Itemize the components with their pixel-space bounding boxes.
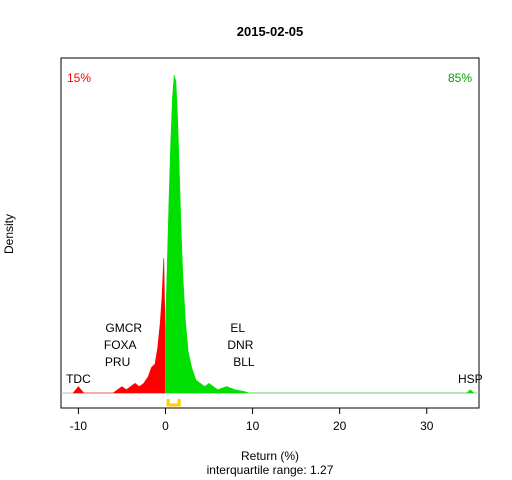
ticker-annotation: FOXA xyxy=(104,338,137,352)
ticker-annotation: PRU xyxy=(105,355,130,369)
x-tick-label: 10 xyxy=(246,419,260,433)
x-tick-label: 20 xyxy=(333,419,347,433)
x-axis-label: Return (%) xyxy=(241,449,299,463)
iqr-subtitle: interquartile range: 1.27 xyxy=(207,463,334,477)
ticker-annotation: TDC xyxy=(66,372,91,386)
x-tick-label: 30 xyxy=(420,419,434,433)
ticker-annotation: GMCR xyxy=(105,321,142,335)
plot-area: -10 0 10 20 30 TDC PRU FOXA GMCR BLL DNR EL HSP xyxy=(60,57,483,433)
ticker-annotation: BLL xyxy=(233,355,255,369)
negative-percentage: 15% xyxy=(67,71,91,85)
y-axis-label: Density xyxy=(2,214,16,254)
ticker-annotation: DNR xyxy=(227,338,253,352)
plot-frame xyxy=(60,57,480,409)
iqr-bracket xyxy=(166,399,181,407)
ticker-annotation: EL xyxy=(230,321,245,335)
x-tick-label: -10 xyxy=(70,419,88,433)
positive-density-area xyxy=(165,75,475,394)
negative-density-area xyxy=(72,258,166,394)
positive-percentage: 85% xyxy=(448,71,472,85)
x-tick-label: 0 xyxy=(162,419,169,433)
chart-title: 2015-02-05 xyxy=(237,24,304,39)
ticker-annotation: HSP xyxy=(458,372,483,386)
